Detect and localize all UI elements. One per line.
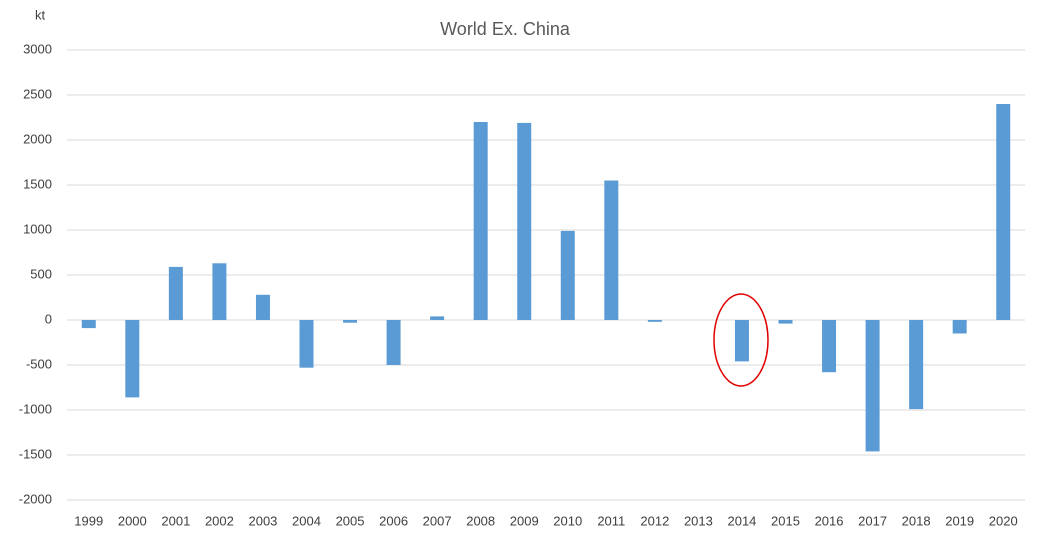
bar [952,320,967,334]
bar [212,263,227,320]
x-tick-label: 2005 [336,513,365,528]
y-tick-label: 3000 [23,41,52,56]
x-tick-label: 2004 [292,513,321,528]
x-tick-label: 2010 [553,513,582,528]
y-tick-label: -1000 [19,401,52,416]
x-tick-label: 2012 [640,513,669,528]
x-tick-label: 2008 [466,513,495,528]
y-tick-label: -1500 [19,446,52,461]
bar [865,320,880,452]
bar [430,316,445,320]
x-tick-label: 2002 [205,513,234,528]
bar [778,320,793,324]
x-tick-label: 2003 [248,513,277,528]
bar [996,104,1011,320]
chart-title: World Ex. China [440,19,571,39]
bar [909,320,924,410]
bar [517,122,532,321]
bar [386,320,401,365]
bars [81,104,1011,452]
bar [822,320,837,373]
bar [560,230,575,320]
y-tick-label: 0 [45,311,52,326]
bar [343,320,358,323]
y-unit-label: kt [35,7,46,22]
y-tick-label: 500 [30,266,52,281]
x-tick-label: 2006 [379,513,408,528]
y-tick-label: -500 [26,356,52,371]
x-tick-label: 2020 [989,513,1018,528]
x-tick-label: 2019 [945,513,974,528]
x-tick-label: 2000 [118,513,147,528]
x-tick-label: 2016 [815,513,844,528]
bar [299,320,314,368]
grid [67,49,1025,501]
highlight-circle [713,293,769,387]
x-tick-label: 2009 [510,513,539,528]
x-tick-label: 2018 [902,513,931,528]
y-tick-label: 1500 [23,176,52,191]
bar [168,266,183,320]
x-tick-label: 2013 [684,513,713,528]
x-tick-label: 2015 [771,513,800,528]
y-tick-label: -2000 [19,491,52,506]
bar [734,320,749,362]
bar [647,320,662,322]
x-tick-label: 2014 [727,513,756,528]
y-tick-label: 2000 [23,131,52,146]
x-tick-label: 2001 [161,513,190,528]
y-tick-label: 2500 [23,86,52,101]
x-tick-label: 2007 [423,513,452,528]
bar [473,122,488,320]
y-tick-label: 1000 [23,221,52,236]
x-tick-label: 2017 [858,513,887,528]
x-tick-label: 1999 [74,513,103,528]
bar [604,180,619,320]
bar [125,320,140,398]
x-tick-label: 2011 [597,513,625,528]
bar [81,320,96,329]
bar [255,294,270,320]
